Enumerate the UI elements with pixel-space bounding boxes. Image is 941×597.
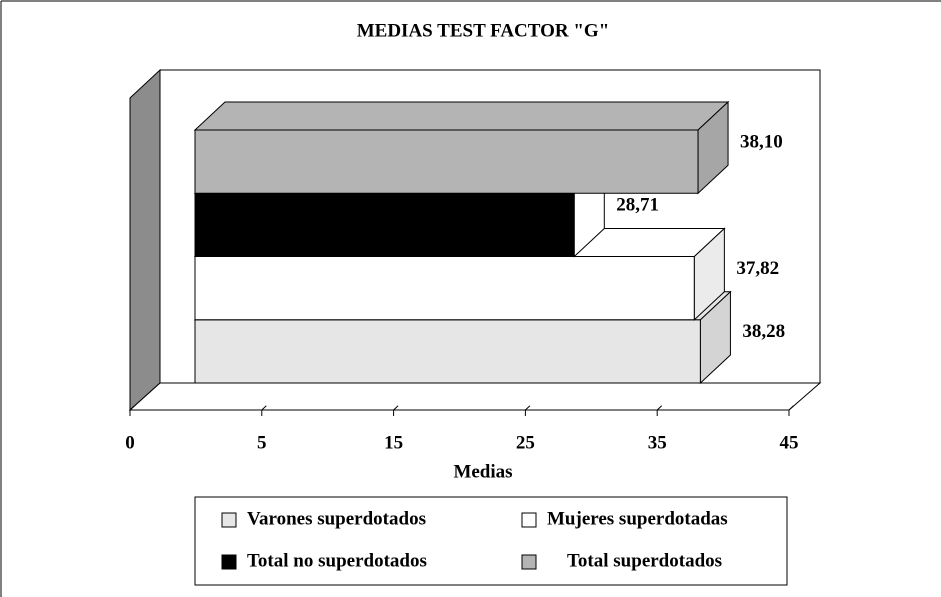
bar-side	[697, 100, 729, 195]
value-label: 37,82	[736, 258, 779, 279]
bar-top	[193, 101, 730, 131]
legend-swatch	[221, 512, 237, 528]
x-tick-label: 15	[384, 432, 403, 453]
grid-tick	[788, 405, 794, 411]
value-label: 28,71	[616, 195, 659, 216]
legend-label: Total no superdotados	[247, 550, 427, 571]
grid-tick	[261, 405, 267, 411]
bar-front	[194, 319, 701, 384]
grid-tick	[393, 405, 399, 411]
value-label: 38,10	[740, 131, 783, 152]
floor	[128, 382, 822, 411]
legend-label: Varones superdotados	[247, 508, 426, 529]
x-tick-label: 5	[257, 432, 267, 453]
value-label: 38,28	[742, 321, 785, 342]
legend-swatch	[521, 554, 537, 570]
x-tick-label: 0	[125, 432, 135, 453]
bar-side	[699, 290, 731, 385]
x-tick-label: 45	[780, 432, 799, 453]
x-tick-label: 35	[648, 432, 667, 453]
grid-tick	[656, 405, 663, 411]
bar-front	[194, 192, 575, 257]
legend-label: Total superdotados	[567, 550, 722, 571]
bar-side	[693, 227, 725, 321]
chart-title: MEDIAS TEST FACTOR "G"	[357, 20, 610, 41]
legend	[194, 496, 788, 586]
x-axis-label: Medias	[453, 461, 512, 482]
bar-front	[194, 256, 695, 321]
grid-tick	[129, 405, 135, 411]
legend-swatch	[221, 554, 237, 570]
bar	[193, 100, 730, 195]
legend-label: Mujeres superdotadas	[547, 508, 728, 529]
bar-front	[194, 129, 699, 194]
legend-swatch	[521, 512, 537, 528]
grid-tick	[525, 405, 531, 411]
side-wall	[129, 68, 161, 412]
x-tick-label: 25	[516, 432, 535, 453]
